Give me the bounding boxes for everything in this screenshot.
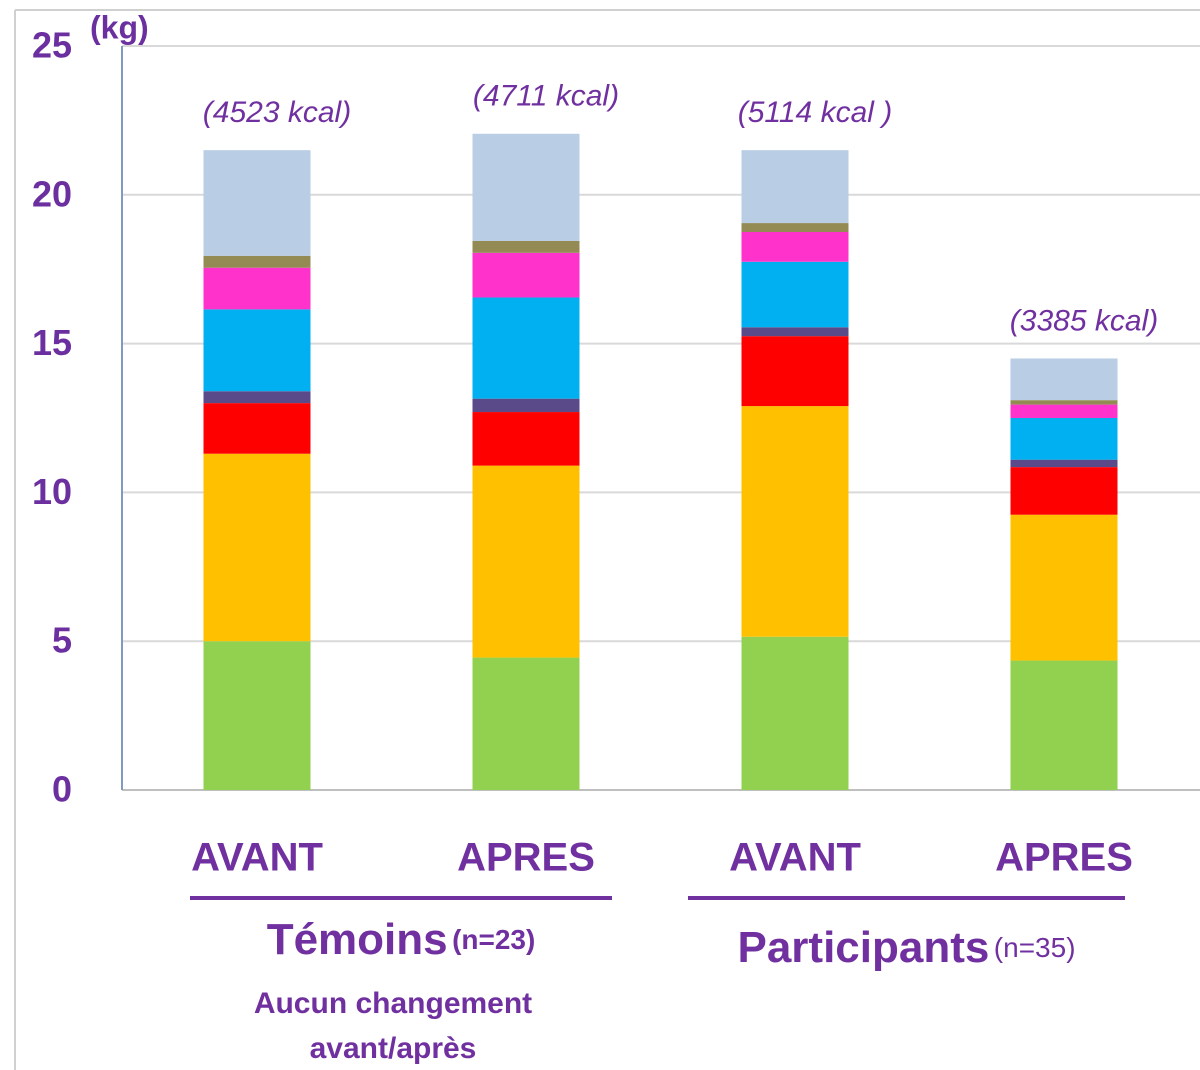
bar-segment <box>472 412 580 466</box>
y-tick-label: 10 <box>32 471 72 512</box>
bar-segment <box>203 255 311 268</box>
bar-segment <box>741 336 849 407</box>
bar-segment <box>1010 404 1118 418</box>
x-tick-label: AVANT <box>191 836 323 880</box>
group-note: Aucun changement <box>254 987 532 1020</box>
bar-segment <box>472 133 580 241</box>
x-tick-label: APRES <box>995 836 1133 880</box>
bar-segment <box>472 240 580 253</box>
group-note: avant/après <box>310 1032 477 1065</box>
bar-annotation: (5114 kcal ) <box>738 96 893 129</box>
x-tick-label: APRES <box>457 836 595 880</box>
group-label: Témoins (n=23) <box>267 915 536 964</box>
y-tick-label: 15 <box>32 322 72 363</box>
bar-annotation: (3385 kcal) <box>1010 304 1158 337</box>
y-tick-label: 0 <box>52 769 72 810</box>
bar-segment <box>203 150 311 256</box>
bar-annotation: (4523 kcal) <box>203 96 351 129</box>
bar-segment <box>203 267 311 310</box>
bar-segment <box>1010 467 1118 515</box>
y-unit: (kg) <box>90 9 149 45</box>
bar-segment <box>203 391 311 404</box>
bar-segment <box>1010 660 1118 790</box>
bar-segment <box>1010 514 1118 661</box>
bar-segment <box>741 261 849 328</box>
bar-segment <box>472 465 580 658</box>
bar-segment <box>472 657 580 790</box>
bar-segment <box>741 327 849 337</box>
group-label: Participants (n=35) <box>737 923 1075 972</box>
x-tick-label: AVANT <box>729 836 861 880</box>
bar-segment <box>1010 459 1118 468</box>
bar-segment <box>1010 358 1118 401</box>
bar-segment <box>741 636 849 790</box>
bar-segment <box>203 403 311 454</box>
bar-segment <box>203 453 311 642</box>
bar-segment <box>472 252 580 298</box>
bar-segment <box>203 309 311 392</box>
group-n: (n=23) <box>452 924 535 955</box>
bar-segment <box>741 223 849 232</box>
group-name: Participants <box>737 923 989 972</box>
bar-segment <box>1010 418 1118 460</box>
y-tick-label: 5 <box>52 620 72 661</box>
bar-segment <box>741 406 849 637</box>
bar-segment <box>203 641 311 790</box>
bar-segment <box>472 297 580 399</box>
y-tick-label: 25 <box>32 25 72 66</box>
group-name: Témoins <box>267 915 448 964</box>
group-n: (n=35) <box>994 932 1076 963</box>
y-tick-label: 20 <box>32 173 72 214</box>
bar-segment <box>1010 400 1118 405</box>
bar-segment <box>472 398 580 413</box>
bar-segment <box>741 232 849 262</box>
bar-segment <box>741 150 849 224</box>
bar-annotation: (4711 kcal) <box>473 80 619 113</box>
